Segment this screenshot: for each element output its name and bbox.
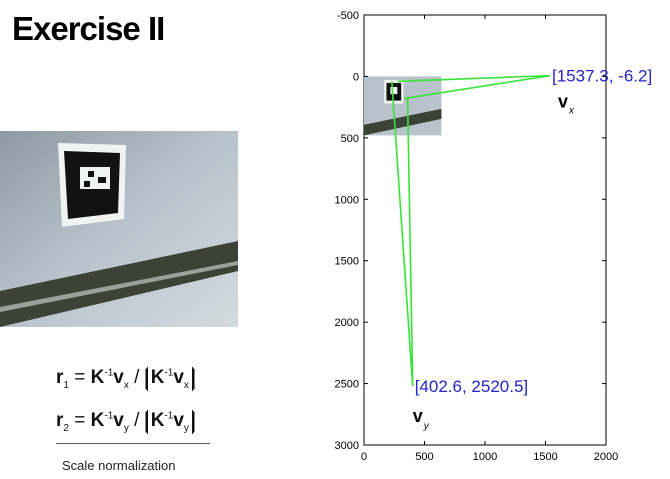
formula-r2: r2 = K-1vy / K-1vy (56, 410, 195, 434)
y-tick-label: 500 (341, 133, 359, 145)
point-coord-label-y: [402.6, 2520.5] (415, 377, 528, 396)
vanishing-line-2 (391, 81, 414, 387)
vanishing-line-3 (406, 98, 414, 387)
y-tick-label: 0 (353, 71, 359, 83)
x-tick-label: 1500 (533, 451, 557, 463)
plot-lines (391, 74, 551, 387)
x-tick-label: 500 (415, 451, 433, 463)
point-sub-x: x (568, 106, 575, 117)
slide-title: Exercise II (12, 10, 165, 47)
x-tick-label: 2000 (594, 451, 618, 463)
point-coord-label-x: [1537.3, -6.2] (552, 67, 652, 86)
y-tick-label: 3000 (335, 440, 359, 452)
formula-r1: r1 = K-1vx / K-1vx (56, 367, 195, 391)
y-tick-label: 2000 (335, 317, 359, 329)
y-tick-label: 2500 (335, 379, 359, 391)
plot-image-inset (364, 76, 442, 136)
y-tick-label: 1500 (335, 256, 359, 268)
inset-floor (364, 108, 442, 136)
vanishing-line-0 (397, 74, 551, 83)
camera-photo (0, 131, 238, 327)
plot-labels: [1537.3, -6.2]v x[402.6, 2520.5]vy (413, 67, 652, 432)
caption-scale-normalization: Scale normalization (62, 458, 176, 473)
y-tick-label: -500 (337, 10, 359, 22)
x-tick-label: 0 (361, 451, 367, 463)
vanishing-line-1 (403, 74, 551, 100)
point-name-y: v (413, 406, 423, 426)
x-tick-label: 1000 (473, 451, 497, 463)
plot-ticks: 0 500 1000 1500 2000 -500 0 500 1000 1500 2000 2500… (335, 10, 619, 463)
point-name-x: v (558, 92, 568, 112)
y-tick-label: 1000 (335, 194, 359, 206)
inset-marker-glyph (390, 87, 398, 95)
formula-divider (56, 443, 210, 444)
point-sub-y: y (423, 421, 430, 432)
